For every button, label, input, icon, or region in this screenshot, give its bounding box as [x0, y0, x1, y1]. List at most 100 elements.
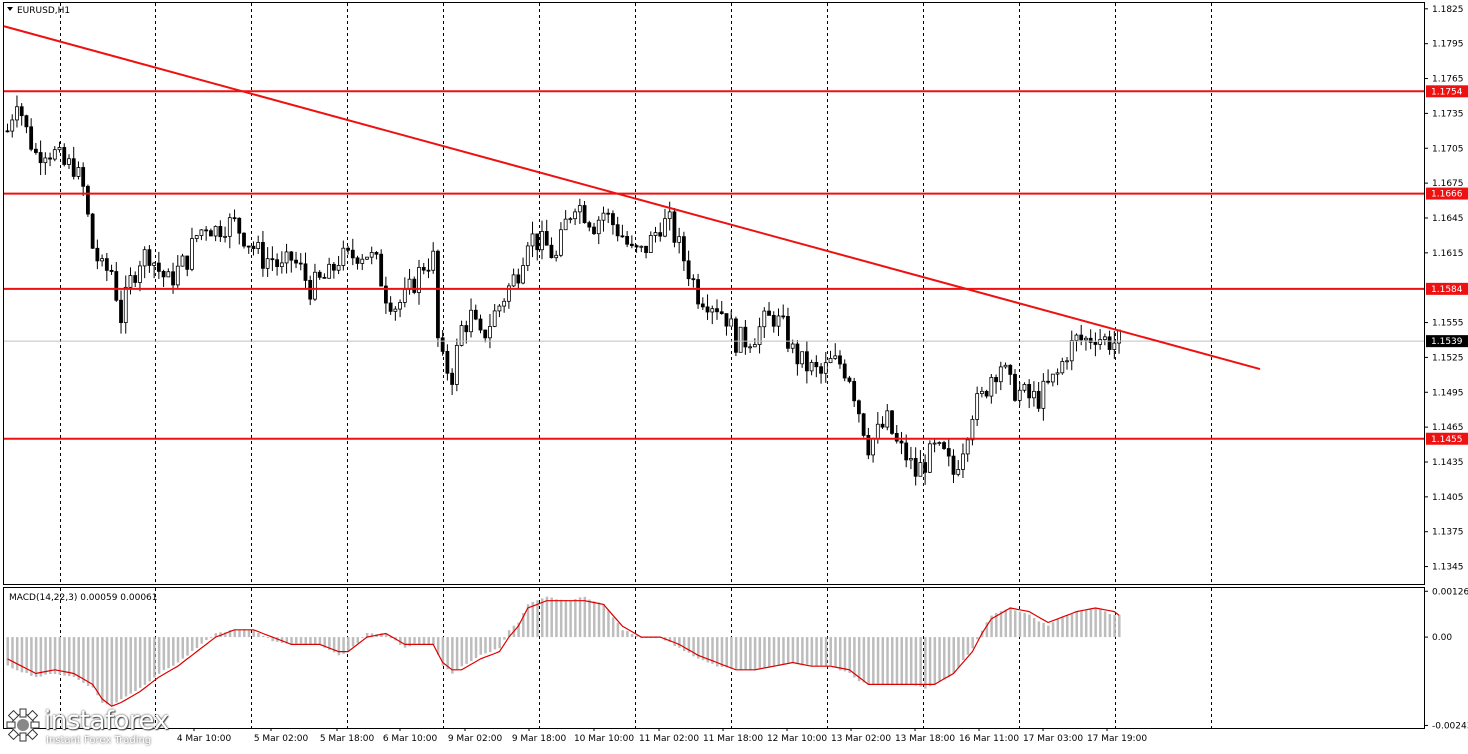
- candle: [544, 231, 549, 246]
- candle: [738, 326, 743, 353]
- candle: [473, 309, 478, 320]
- candle: [237, 217, 242, 234]
- macd-bar: [172, 637, 175, 666]
- macd-bar: [857, 637, 861, 682]
- candle: [1022, 384, 1027, 391]
- macd-bar: [328, 637, 331, 650]
- candle: [43, 157, 48, 164]
- candle: [937, 442, 942, 444]
- macd-bar: [63, 637, 66, 676]
- level-badge: 1.1754: [1426, 85, 1468, 98]
- macd-bar: [985, 622, 989, 638]
- macd-bar: [820, 637, 823, 666]
- candle: [57, 147, 62, 151]
- macd-bar: [34, 637, 38, 678]
- candle: [748, 346, 753, 349]
- macd-bar: [867, 637, 870, 685]
- candle: [114, 271, 119, 301]
- macd-bar: [205, 637, 208, 641]
- macd-bar: [569, 600, 572, 638]
- macd-bar: [999, 611, 1003, 638]
- candle: [842, 363, 847, 379]
- time-tick-label: 10 Mar 10:00: [574, 734, 634, 744]
- candle: [199, 229, 204, 236]
- macd-bar: [313, 637, 317, 645]
- candle: [62, 147, 67, 165]
- candle: [653, 232, 658, 236]
- instaforex-logo: instaforex Instant Forex Trading: [4, 704, 184, 748]
- macd-bar: [58, 637, 62, 675]
- level-badge-bg: [1426, 282, 1468, 295]
- candle: [76, 167, 81, 177]
- candle: [1065, 360, 1069, 363]
- candle: [1055, 372, 1060, 375]
- candle: [436, 250, 440, 339]
- macd-bar: [153, 637, 156, 678]
- macd-bar: [891, 637, 894, 685]
- level-label: 1.1754: [1431, 87, 1463, 97]
- macd-panel[interactable]: [3, 587, 1425, 729]
- macd-bar: [115, 637, 118, 703]
- macd-bar: [507, 630, 511, 638]
- candle: [152, 262, 157, 266]
- candle: [133, 275, 138, 283]
- macd-bar: [384, 633, 388, 638]
- level-badge: 1.1584: [1426, 282, 1468, 295]
- macd-bar: [356, 637, 360, 644]
- candle: [752, 344, 757, 348]
- candle: [667, 211, 672, 220]
- macd-bar: [1080, 610, 1083, 638]
- candle: [275, 259, 280, 268]
- chart-menu-triangle-icon[interactable]: [7, 7, 13, 11]
- macd-bar: [493, 637, 497, 650]
- macd-bar: [432, 637, 435, 645]
- macd-histogram: [6, 596, 1121, 706]
- candle: [885, 410, 890, 428]
- candle: [383, 285, 388, 304]
- macd-bar: [252, 629, 255, 638]
- macd-bar: [574, 598, 577, 638]
- candle: [559, 229, 563, 256]
- time-tick-label: 12 Mar 10:00: [767, 734, 827, 744]
- macd-bar: [72, 637, 76, 678]
- macd-bar: [271, 637, 274, 642]
- level-label: 1.1666: [1431, 190, 1463, 200]
- macd-bar: [725, 637, 728, 668]
- time-tick-label: 11 Mar 02:00: [639, 734, 699, 744]
- candle: [294, 259, 298, 264]
- candle: [128, 275, 133, 288]
- level-badge-bg: [1426, 85, 1468, 98]
- macd-bar: [734, 637, 738, 670]
- logo-tagline: Instant Forex Trading: [46, 735, 152, 746]
- candle: [644, 245, 648, 253]
- macd-bar: [1084, 609, 1088, 638]
- price-panel[interactable]: [3, 2, 1425, 585]
- macd-bar: [299, 637, 303, 644]
- macd-bar: [484, 637, 487, 654]
- candle: [218, 226, 223, 238]
- macd-bar: [957, 637, 960, 668]
- candle: [190, 238, 194, 270]
- macd-bar: [403, 637, 407, 648]
- candle: [634, 245, 639, 248]
- time-axis: 4 Mar 10:00 5 Mar 02:00 5 Mar 18:00 6 Mar 1…: [177, 728, 1147, 744]
- candle: [185, 255, 190, 270]
- candle: [535, 233, 540, 251]
- candle: [762, 310, 767, 328]
- trendline[interactable]: [3, 25, 1261, 370]
- macd-bar: [895, 637, 899, 685]
- macd-bar: [67, 637, 71, 677]
- price-tick-label: 1.1555: [1432, 319, 1464, 329]
- macd-bar: [928, 637, 932, 687]
- macd-bar: [607, 610, 610, 638]
- candle: [1112, 342, 1117, 350]
- candle: [440, 337, 445, 352]
- macd-bar: [621, 630, 624, 638]
- current-price-badge: 1.1539: [1426, 335, 1468, 348]
- candle: [909, 458, 913, 461]
- macd-bar: [838, 637, 842, 671]
- macd-bar: [834, 637, 837, 668]
- candle: [611, 213, 615, 226]
